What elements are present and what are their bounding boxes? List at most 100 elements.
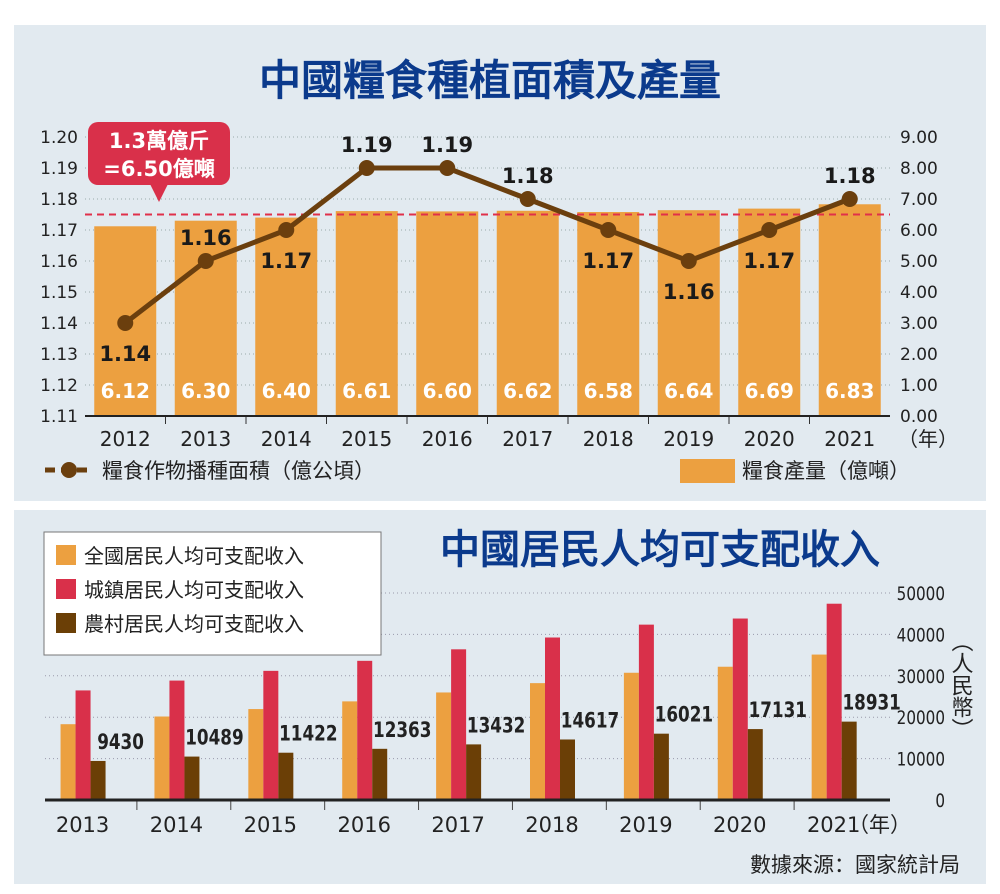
- legend-label: 全國居民人均可支配收入: [84, 544, 304, 568]
- left-tick-label: 1.20: [40, 128, 78, 148]
- bar-national: [717, 666, 733, 800]
- x-tick-label: 2020: [744, 427, 795, 451]
- line-value-label: 1.18: [824, 164, 876, 188]
- bar-value-label: 6.58: [584, 379, 633, 403]
- legend-box: [43, 531, 382, 656]
- bar-value-label: 6.62: [503, 379, 552, 403]
- bar-national: [60, 724, 76, 800]
- bar-value-label: 6.60: [423, 379, 472, 403]
- left-tick-label: 1.17: [40, 221, 78, 241]
- x-tick-label: 2013: [56, 813, 109, 837]
- line-point: [117, 315, 134, 331]
- rural-value-label: 12363: [373, 718, 431, 742]
- callout-box: [88, 122, 230, 185]
- right-tick-label: 6.00: [900, 221, 938, 241]
- chart-title-2: 中國居民人均可支配收入: [440, 527, 880, 573]
- left-tick-label: 1.18: [40, 190, 78, 210]
- bar-national: [623, 672, 639, 800]
- bar-production: [496, 210, 559, 416]
- line-point: [761, 222, 778, 238]
- right-tick-label: 1.00: [900, 376, 938, 396]
- bar-urban: [75, 690, 91, 800]
- x-tick-label: 2021: [807, 813, 860, 837]
- y-tick-label: 30000: [897, 666, 945, 688]
- left-tick-label: 1.13: [40, 345, 78, 365]
- right-tick-label: 0.00: [900, 407, 938, 427]
- x-tick-label: 2018: [525, 813, 578, 837]
- line-value-label: 1.19: [421, 133, 473, 157]
- left-tick-label: 1.16: [40, 252, 78, 272]
- bar-rural: [560, 739, 575, 800]
- rural-value-label: 18931: [842, 691, 900, 715]
- bar-national: [248, 709, 264, 800]
- bar-rural: [278, 752, 294, 800]
- bar-urban: [826, 603, 842, 800]
- legend-swatch: [56, 545, 76, 565]
- legend-label: 糧食作物播種面積（億公頃）: [102, 459, 375, 483]
- line-value-label: 1.16: [663, 280, 715, 304]
- x-tick-label: 2015: [244, 813, 297, 837]
- area-line: [123, 165, 851, 325]
- x-tick-label: 2016: [337, 813, 390, 837]
- bar-urban: [732, 618, 748, 800]
- bar-urban: [263, 670, 279, 800]
- callout-text: 1.3萬億斤: [109, 129, 209, 153]
- x-tick-label: 2019: [663, 427, 714, 451]
- line-value-label: 1.17: [582, 249, 634, 273]
- bar-urban: [357, 660, 373, 800]
- legend-label: 農村居民人均可支配收入: [84, 612, 304, 636]
- line-point: [439, 160, 456, 176]
- x-tick-label: 2014: [150, 813, 203, 837]
- y-tick-label: 0: [935, 790, 945, 812]
- y-tick-label: 20000: [897, 708, 945, 730]
- bar-production: [335, 211, 398, 416]
- bar-rural: [466, 744, 482, 800]
- legend-label: 城鎮居民人均可支配收入: [84, 578, 304, 602]
- line-value-label: 1.19: [341, 133, 393, 157]
- left-tick-label: 1.14: [40, 314, 78, 334]
- bar-national: [811, 654, 827, 800]
- line-value-label: 1.16: [180, 226, 232, 250]
- bar-national: [154, 716, 170, 800]
- chart-title-1: 中國糧食種植面積及產量: [259, 56, 721, 105]
- x-tick-label: 2015: [341, 427, 392, 451]
- line-point: [680, 253, 697, 269]
- y-tick-label: 40000: [897, 625, 945, 647]
- x-tick-label: 2013: [180, 427, 231, 451]
- bar-rural: [747, 729, 763, 800]
- rural-value-label: 9430: [97, 730, 144, 754]
- rural-value-label: 10489: [185, 726, 243, 750]
- bar-production: [818, 204, 881, 416]
- bar-production: [577, 212, 640, 416]
- bar-urban: [638, 624, 654, 800]
- right-tick-label: 9.00: [900, 128, 938, 148]
- bar-value-label: 6.83: [825, 379, 874, 403]
- rural-value-label: 11422: [279, 722, 337, 746]
- bar-national: [342, 701, 358, 800]
- bar-value-label: 6.61: [342, 379, 391, 403]
- callout-text: =6.50億噸: [103, 157, 214, 181]
- line-point: [519, 191, 536, 207]
- x-tick-label: 2020: [713, 813, 766, 837]
- bar-urban: [545, 637, 560, 800]
- rural-value-label: 13432: [467, 714, 525, 738]
- legend-label: 糧食產量（億噸）: [742, 459, 910, 483]
- bar-value-label: 6.69: [745, 379, 794, 403]
- bar-production: [255, 217, 318, 416]
- legend-line-marker: [61, 462, 77, 478]
- line-value-label: 1.17: [743, 249, 795, 273]
- y-tick-label: 10000: [897, 749, 945, 771]
- line-point: [841, 191, 858, 207]
- bar-national: [436, 692, 452, 800]
- x-tick-label: 2017: [431, 813, 484, 837]
- bar-production: [657, 210, 720, 416]
- right-tick-label: 8.00: [900, 159, 938, 179]
- bar-value-label: 6.12: [101, 379, 150, 403]
- x-tick-label: 2019: [619, 813, 672, 837]
- y-tick-label: 50000: [897, 583, 945, 605]
- rural-value-label: 14617: [561, 709, 619, 733]
- bar-rural: [841, 721, 857, 800]
- x-unit: （年）: [848, 813, 911, 837]
- source-note: 數據來源：國家統計局: [750, 853, 960, 877]
- bar-rural: [184, 756, 200, 800]
